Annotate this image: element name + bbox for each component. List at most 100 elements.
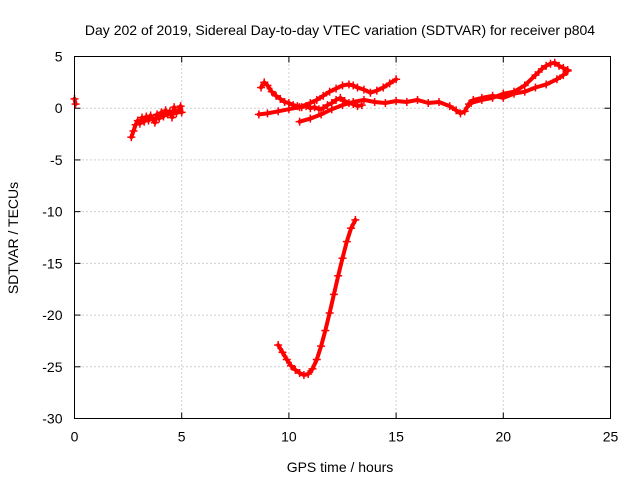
data-points	[70, 58, 572, 380]
data-point	[381, 99, 390, 108]
data-point	[351, 215, 360, 224]
y-tick-label: -10	[42, 204, 62, 220]
data-point	[338, 81, 347, 90]
data-point	[153, 110, 162, 119]
x-tick-label: 5	[178, 429, 186, 445]
data-point	[344, 80, 353, 89]
data-point	[263, 81, 272, 90]
data-point	[308, 364, 317, 373]
grid-lines	[74, 56, 611, 419]
data-point	[176, 102, 185, 111]
y-tick-label: -25	[42, 359, 62, 375]
chart-title: Day 202 of 2019, Sidereal Day-to-day VTE…	[85, 22, 595, 38]
data-point	[353, 83, 362, 92]
data-point	[445, 102, 454, 111]
data-point	[295, 117, 304, 126]
data-point	[135, 119, 144, 128]
y-tick-label: 0	[55, 100, 63, 116]
data-point	[291, 365, 300, 374]
y-tick-label: 5	[55, 49, 63, 65]
data-point	[177, 108, 186, 117]
data-point	[310, 103, 319, 112]
x-tick-label: 20	[496, 429, 512, 445]
data-point	[329, 290, 338, 299]
data-point	[550, 58, 559, 67]
data-point	[347, 224, 356, 233]
data-point	[295, 368, 304, 377]
data-point	[170, 103, 179, 112]
data-point	[254, 110, 263, 119]
y-tick-label: -15	[42, 255, 62, 271]
data-point	[488, 93, 497, 102]
data-point	[321, 326, 330, 335]
data-point	[278, 348, 287, 357]
data-point	[272, 91, 281, 100]
data-point	[263, 109, 272, 118]
axis-ticks: 0 5 10 15 20 25 -30 -25 -20 -15 -10 -5 0 5	[42, 49, 618, 445]
data-point	[312, 95, 321, 104]
data-point	[131, 120, 140, 129]
y-axis-label: SDTVAR / TECUs	[5, 182, 21, 294]
plot-frame	[74, 56, 611, 419]
data-point	[359, 95, 368, 104]
data-point	[349, 98, 358, 107]
data-point	[274, 107, 283, 116]
data-point	[299, 371, 308, 380]
data-point	[276, 94, 285, 103]
data-point	[349, 81, 358, 90]
x-tick-label: 10	[281, 429, 297, 445]
data-point	[357, 101, 366, 110]
data-point	[366, 88, 375, 97]
data-point	[314, 105, 323, 114]
data-point	[327, 105, 336, 114]
data-point	[336, 93, 345, 102]
data-point	[295, 103, 304, 112]
data-point	[161, 106, 170, 115]
data-point	[342, 237, 351, 246]
data-point	[287, 361, 296, 370]
x-tick-label: 0	[71, 429, 79, 445]
data-point	[325, 87, 334, 96]
data-point	[531, 71, 540, 80]
y-tick-label: -5	[50, 152, 63, 168]
data-point	[370, 98, 379, 107]
data-point	[319, 104, 328, 113]
x-axis-label: GPS time / hours	[287, 459, 394, 475]
data-point	[499, 89, 508, 98]
data-point	[312, 355, 321, 364]
data-point	[542, 61, 551, 70]
data-point	[338, 254, 347, 263]
data-point	[467, 99, 476, 108]
data-point	[280, 98, 289, 107]
data-point	[129, 126, 138, 135]
data-point	[332, 95, 341, 104]
data-point	[456, 109, 465, 118]
y-tick-label: -30	[42, 411, 62, 427]
data-point	[434, 98, 443, 107]
data-point	[510, 87, 519, 96]
data-point	[372, 86, 381, 95]
data-point	[150, 118, 159, 127]
data-point	[542, 80, 551, 89]
data-point	[402, 98, 411, 107]
data-point	[274, 341, 283, 350]
data-point	[138, 113, 147, 122]
data-point	[144, 116, 153, 125]
data-point	[142, 112, 151, 121]
data-point	[338, 101, 347, 110]
data-point	[555, 61, 564, 70]
data-trace	[276, 217, 358, 378]
data-point	[392, 96, 401, 105]
data-point	[71, 100, 80, 109]
x-tick-label: 25	[603, 429, 619, 445]
x-tick-label: 15	[388, 429, 404, 445]
data-point	[319, 91, 328, 100]
data-point	[552, 75, 561, 84]
data-point	[385, 79, 394, 88]
data-point	[304, 370, 313, 379]
data-point	[168, 113, 177, 122]
data-point	[155, 114, 164, 123]
data-point	[537, 64, 546, 73]
data-point	[413, 95, 422, 104]
data-point	[284, 105, 293, 114]
